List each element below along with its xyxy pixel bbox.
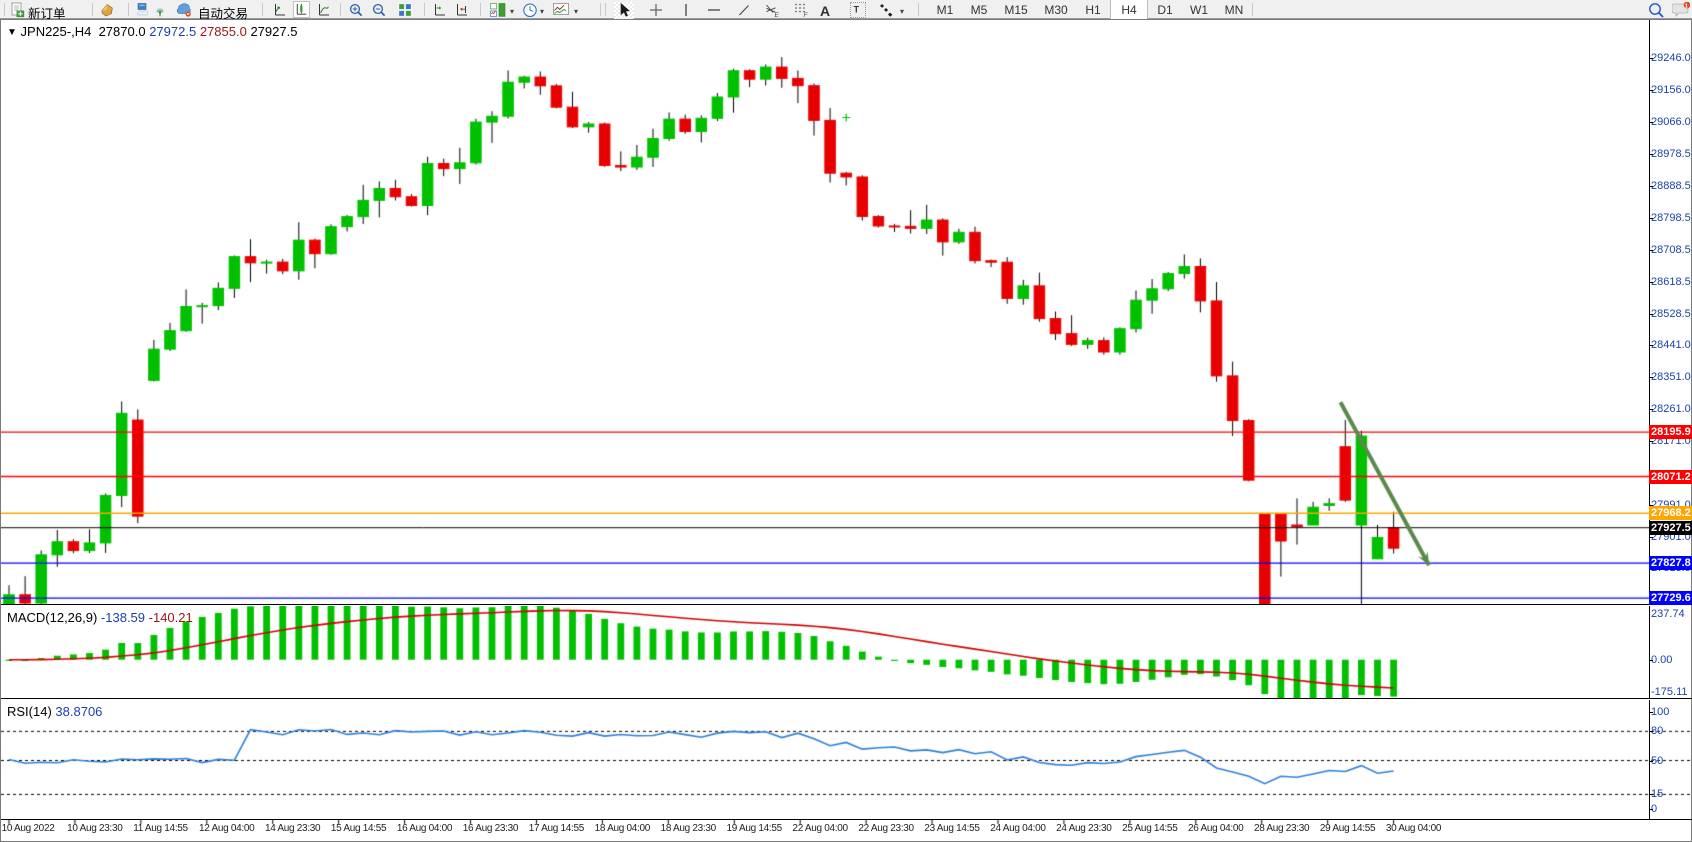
svg-text:1: 1 xyxy=(1685,4,1688,10)
svg-text:T: T xyxy=(854,4,860,14)
svg-text:E: E xyxy=(775,12,780,18)
svg-text:F: F xyxy=(804,12,809,18)
